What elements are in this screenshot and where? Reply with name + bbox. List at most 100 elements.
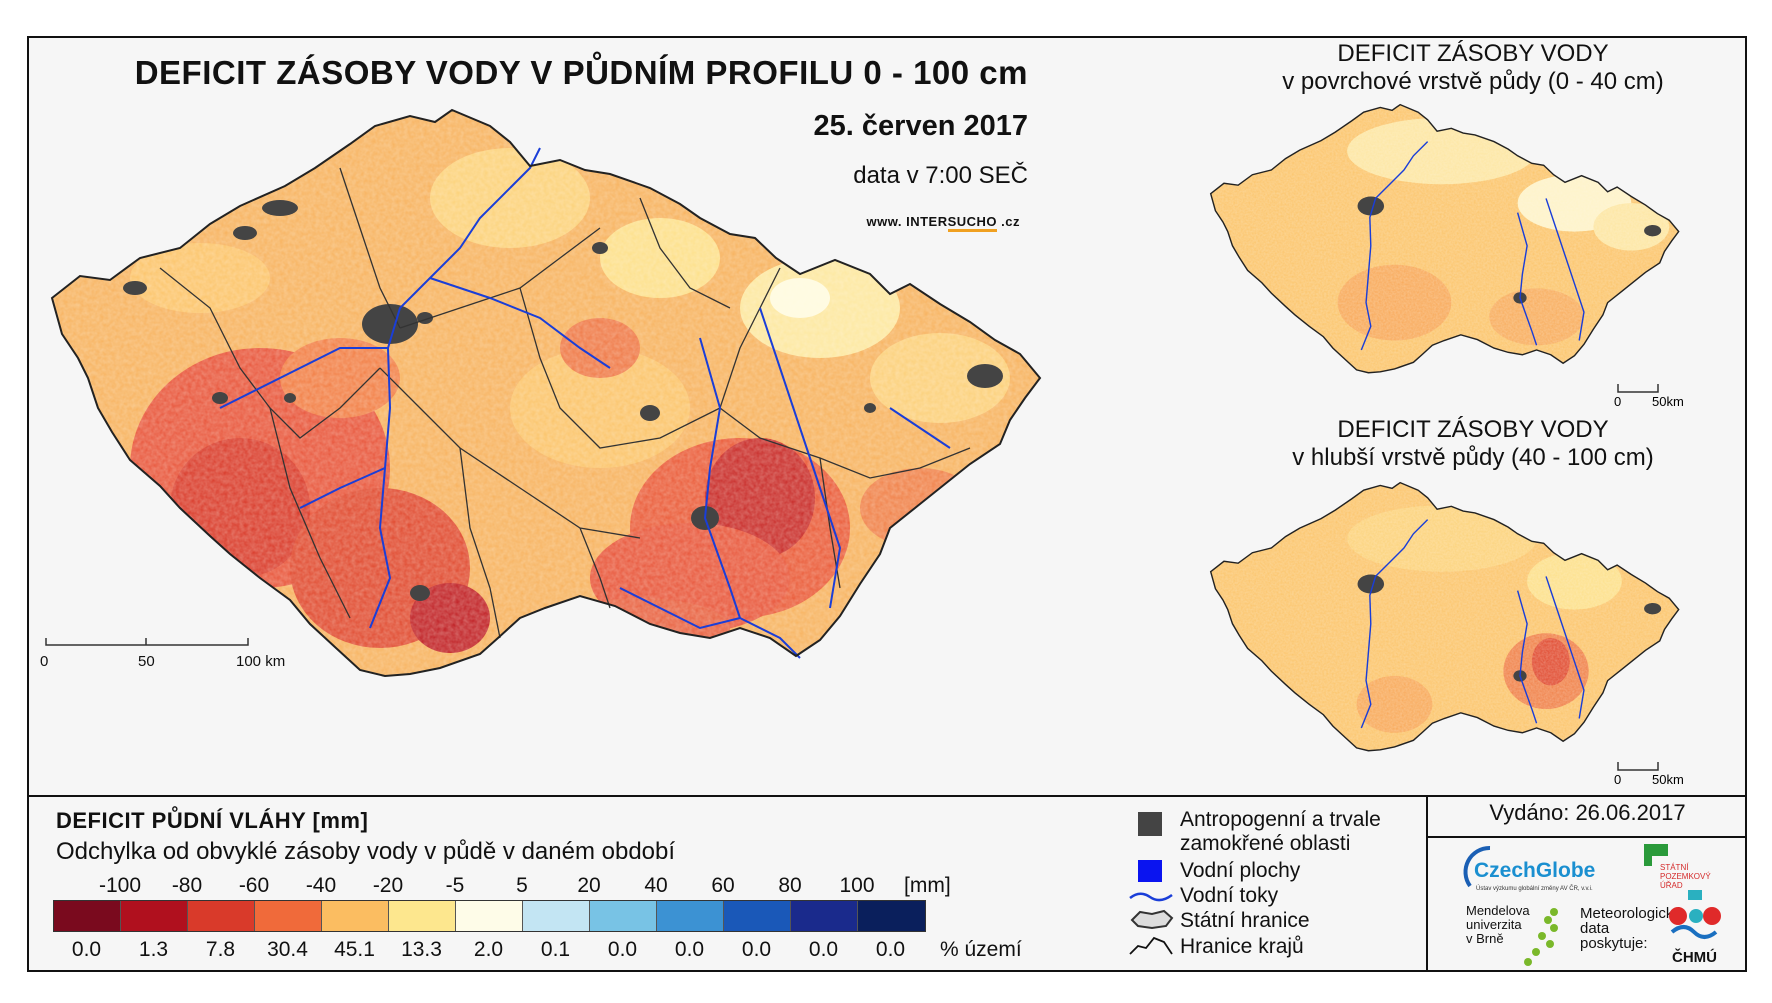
mendel-logo-text: Mendelova univerzita v Brně xyxy=(1466,904,1530,946)
logo-line: univerzita xyxy=(1466,917,1522,932)
logo-line: Meteorologická xyxy=(1580,905,1682,922)
legend-percentage: 0.0 xyxy=(808,938,839,961)
meteo-provider-text: Meteorologická data poskytuje: xyxy=(1580,906,1682,951)
date-label: 25. červen 2017 xyxy=(813,110,1028,142)
spu-text: ÚŘAD xyxy=(1660,881,1683,890)
scale-label: 50 xyxy=(138,653,155,670)
legend-text: zamokřené oblasti xyxy=(1180,832,1351,855)
spu-text: POZEMKOVÝ xyxy=(1660,872,1711,881)
legend-percentage: 7.8 xyxy=(205,938,236,961)
legend-class-label: -100 xyxy=(98,874,142,897)
legend-percentage: 13.3 xyxy=(401,938,442,961)
scale-label: 0 xyxy=(40,653,48,670)
legend-percentage: 0.0 xyxy=(71,938,102,961)
mini-map-title-line: v hlubší vrstvě půdy (40 - 100 cm) xyxy=(1292,444,1654,471)
mini-map-title: DEFICIT ZÁSOBY VODY v povrchové vrstvě p… xyxy=(1233,40,1713,96)
water-body-swatch xyxy=(1138,860,1162,882)
legend-swatch xyxy=(791,901,858,931)
divider xyxy=(1426,797,1428,972)
mini-map-title-line: v povrchové vrstvě půdy (0 - 40 cm) xyxy=(1282,68,1664,95)
czechglobe-logo: CzechGlobe Ústav výzkumu globální změny … xyxy=(1463,845,1595,892)
legend-title: DEFICIT PŮDNÍ VLÁHY [mm] xyxy=(56,808,369,833)
scale-label: 50km xyxy=(1652,394,1684,409)
scale-label: 0 xyxy=(1614,772,1621,787)
website-link[interactable]: www. INTERSUCHO .cz xyxy=(0,214,1020,232)
data-time-label: data v 7:00 SEČ xyxy=(853,162,1028,189)
legend-unit: [mm] xyxy=(904,874,951,897)
mini-map-title: DEFICIT ZÁSOBY VODY v hlubší vrstvě půdy… xyxy=(1233,416,1713,472)
spu-text: STÁTNÍ xyxy=(1660,863,1689,872)
scale-label: 0 xyxy=(1614,394,1621,409)
legend-percentage: 0.0 xyxy=(875,938,906,961)
logo-line: Mendelova xyxy=(1466,903,1530,918)
page-title: DEFICIT ZÁSOBY VODY V PŮDNÍM PROFILU 0 -… xyxy=(134,54,1028,91)
mini-map-subsoil xyxy=(1209,481,1680,752)
legend-percentage: 1.3 xyxy=(138,938,169,961)
legend-percentage: 45.1 xyxy=(334,938,375,961)
site-prefix: www. INTER xyxy=(866,214,948,229)
state-border-label: Státní hranice xyxy=(1180,909,1310,932)
czechglobe-subtext: Ústav výzkumu globální změny AV ČR, v.v.… xyxy=(1476,885,1593,892)
mini-map-topsoil xyxy=(1209,103,1680,374)
legend-text: Antropogenní a trvale xyxy=(1180,808,1381,831)
legend-class-label: 20 xyxy=(577,874,601,897)
legend-subtitle: Odchylka od obvyklé zásoby vody v půdě v… xyxy=(56,838,676,865)
legend-swatch xyxy=(523,901,590,931)
mini-map-title-line: DEFICIT ZÁSOBY VODY xyxy=(1337,416,1609,443)
legend-class-label: 40 xyxy=(644,874,668,897)
legend-percent-unit: % území xyxy=(940,938,1022,961)
legend-class-label: -20 xyxy=(372,874,404,897)
legend-class-label: 100 xyxy=(839,874,875,897)
legend-swatch xyxy=(255,901,322,931)
rivers-label: Vodní toky xyxy=(1180,884,1279,907)
anthropogenic-label: Antropogenní a trvale zamokřené oblasti xyxy=(1180,808,1381,856)
legend-percentage: 0.1 xyxy=(540,938,571,961)
scale-label: 100 km xyxy=(236,653,285,670)
divider xyxy=(1426,836,1747,838)
legend-percentage: 0.0 xyxy=(674,938,705,961)
legend-percentage: 0.0 xyxy=(607,938,638,961)
legend-class-label: -80 xyxy=(171,874,203,897)
legend-swatch xyxy=(657,901,724,931)
divider xyxy=(27,795,1747,797)
legend-percentage: 30.4 xyxy=(267,938,308,961)
logo-line: data xyxy=(1580,920,1610,937)
chmu-text: ČHMÚ xyxy=(1672,948,1717,966)
mini-map-title-line: DEFICIT ZÁSOBY VODY xyxy=(1337,40,1609,67)
legend-color-scale xyxy=(53,900,926,932)
state-border-icon xyxy=(1130,909,1174,930)
legend-swatch xyxy=(858,901,925,931)
legend-class-label: -60 xyxy=(238,874,270,897)
anthropogenic-area-swatch xyxy=(1138,812,1162,836)
main-map: 0 50 100 km xyxy=(40,109,1041,677)
legend-class-label: 60 xyxy=(711,874,735,897)
chmu-logo: ČHMÚ xyxy=(1669,890,1721,966)
legend-percentage: 0.0 xyxy=(741,938,772,961)
legend-swatch xyxy=(54,901,121,931)
legend-class-label: -5 xyxy=(445,874,465,897)
legend-class-label: 80 xyxy=(778,874,802,897)
legend-class-label: -40 xyxy=(305,874,337,897)
issued-date: Vydáno: 26.06.2017 xyxy=(1489,800,1686,825)
legend-swatch xyxy=(121,901,188,931)
region-border-icon xyxy=(1129,936,1173,955)
mini-scale-bar: 0 50km xyxy=(1614,762,1684,787)
mendel-logo-icon xyxy=(1524,908,1558,966)
legend-class-label: 5 xyxy=(516,874,528,897)
legend-swatch xyxy=(188,901,255,931)
site-highlight: SUCHO xyxy=(947,214,998,232)
legend-swatch xyxy=(590,901,657,931)
legend-swatch xyxy=(322,901,389,931)
czechglobe-text: CzechGlobe xyxy=(1474,859,1595,882)
legend-percentage: 2.0 xyxy=(473,938,504,961)
legend-swatch xyxy=(389,901,456,931)
legend-swatch xyxy=(456,901,523,931)
mini-scale-bar: 0 50km xyxy=(1614,384,1684,409)
water-bodies-label: Vodní plochy xyxy=(1180,859,1301,882)
scale-label: 50km xyxy=(1652,772,1684,787)
logo-line: v Brně xyxy=(1466,931,1504,946)
spu-logo: STÁTNÍ POZEMKOVÝ ÚŘAD xyxy=(1644,844,1711,890)
river-line-icon xyxy=(1129,892,1173,902)
legend-swatch xyxy=(724,901,791,931)
region-border-label: Hranice krajů xyxy=(1180,935,1304,958)
